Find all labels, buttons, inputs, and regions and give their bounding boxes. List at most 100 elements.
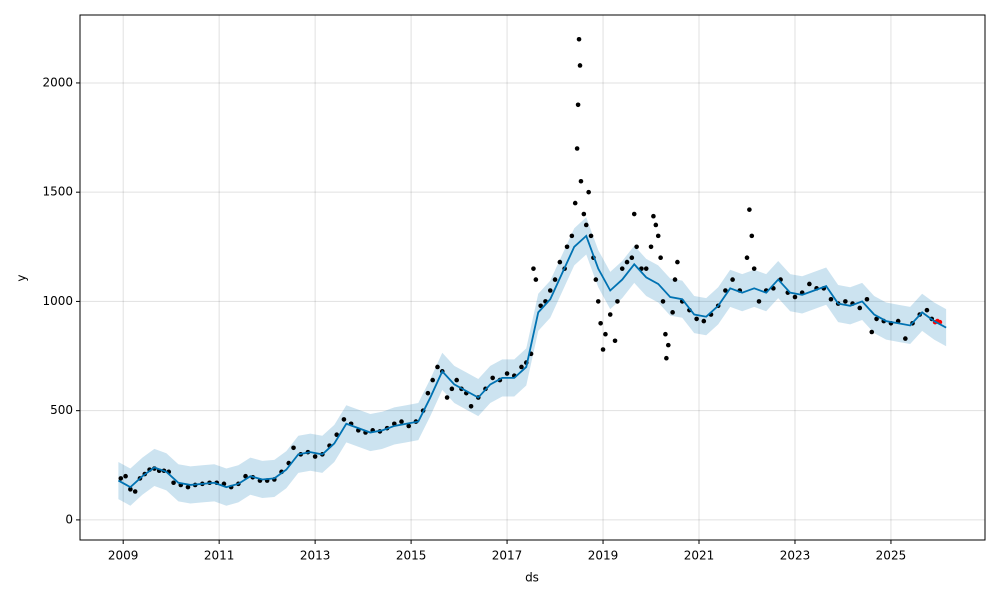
observed-point	[435, 364, 440, 370]
observed-point	[607, 312, 613, 317]
observed-point	[425, 390, 431, 396]
y-tick-label: 1000	[42, 294, 73, 308]
observed-point	[538, 303, 543, 309]
observed-point	[185, 484, 191, 490]
observed-point	[660, 299, 666, 304]
observed-point	[857, 305, 863, 311]
observed-point	[874, 316, 879, 322]
observed-point	[291, 445, 296, 451]
observed-point	[672, 277, 678, 282]
observed-point	[665, 342, 671, 348]
observed-point	[334, 432, 340, 437]
observed-point	[792, 294, 798, 300]
observed-point	[171, 480, 176, 486]
observed-point	[648, 244, 654, 250]
observed-point	[586, 189, 591, 195]
observed-point	[574, 146, 580, 151]
observed-point	[449, 386, 455, 392]
observed-point	[653, 222, 659, 228]
y-tick-label: 1500	[42, 185, 73, 199]
observed-point	[569, 233, 575, 239]
observed-point	[312, 454, 318, 459]
observed-point	[843, 299, 848, 304]
observed-point	[243, 473, 248, 479]
observed-point	[600, 347, 606, 352]
observed-point	[598, 320, 603, 326]
plot-frame	[79, 14, 986, 541]
observed-point	[490, 375, 495, 381]
observed-point	[504, 371, 510, 376]
observed-point	[612, 338, 618, 344]
observed-point	[694, 316, 699, 322]
x-tick-label: 2009	[108, 549, 139, 563]
observed-point	[903, 336, 908, 341]
observed-point	[723, 288, 728, 293]
observed-point	[588, 233, 594, 239]
x-tick-label: 2015	[396, 549, 427, 563]
observed-point	[634, 244, 639, 250]
observed-point	[468, 403, 474, 409]
observed-point	[572, 200, 578, 206]
y-tick-label: 2000	[42, 75, 73, 89]
observed-point	[341, 417, 347, 422]
observed-point	[406, 423, 411, 429]
observed-point	[675, 259, 680, 265]
x-tick-label: 2021	[684, 549, 715, 563]
observed-point	[807, 281, 812, 287]
observed-point	[578, 178, 584, 184]
observed-point	[564, 244, 570, 250]
observed-point	[128, 487, 133, 492]
observed-point	[924, 307, 930, 313]
observed-point	[670, 310, 675, 315]
observed-point	[595, 299, 601, 304]
observed-point	[658, 255, 663, 261]
observed-point	[399, 419, 404, 424]
observed-point	[701, 318, 707, 324]
observed-point	[615, 299, 620, 304]
observed-point	[664, 355, 669, 361]
observed-point	[593, 277, 599, 282]
observed-point	[575, 102, 581, 108]
observed-point	[123, 473, 128, 479]
observed-point	[576, 36, 582, 42]
observed-point	[577, 63, 583, 68]
uncertainty-band	[118, 217, 947, 506]
observed-point	[132, 489, 138, 494]
observed-point	[531, 266, 536, 271]
observed-point	[444, 395, 450, 400]
observed-point	[583, 222, 589, 228]
observed-point	[581, 211, 587, 217]
observed-point	[454, 377, 459, 383]
y-tick-label: 500	[50, 403, 73, 417]
observed-point	[557, 259, 563, 265]
observed-point	[519, 364, 524, 370]
x-tick-label: 2019	[588, 549, 619, 563]
observed-point	[118, 476, 124, 481]
observed-point	[547, 288, 553, 293]
x-tick-label: 2011	[204, 549, 235, 563]
y-axis-label: y	[15, 274, 29, 281]
observed-point	[624, 259, 630, 265]
x-axis-label: ds	[525, 571, 539, 585]
observed-point	[828, 296, 834, 302]
observed-point	[663, 331, 668, 337]
observed-point	[864, 296, 870, 302]
observed-point	[552, 277, 558, 282]
observed-point	[619, 266, 625, 271]
x-tick-label: 2025	[876, 549, 907, 563]
y-tick-label: 0	[65, 512, 73, 526]
x-tick-label: 2017	[492, 549, 523, 563]
observed-point	[603, 331, 608, 337]
observed-point	[730, 277, 735, 282]
observed-point	[533, 277, 539, 282]
observed-point	[756, 299, 762, 304]
observed-point	[430, 377, 435, 383]
forecast-line	[117, 234, 947, 489]
observed-point	[749, 233, 755, 239]
observed-point	[747, 207, 752, 212]
observed-point	[651, 213, 656, 219]
observed-point	[744, 255, 750, 261]
x-tick-label: 2013	[300, 549, 331, 563]
